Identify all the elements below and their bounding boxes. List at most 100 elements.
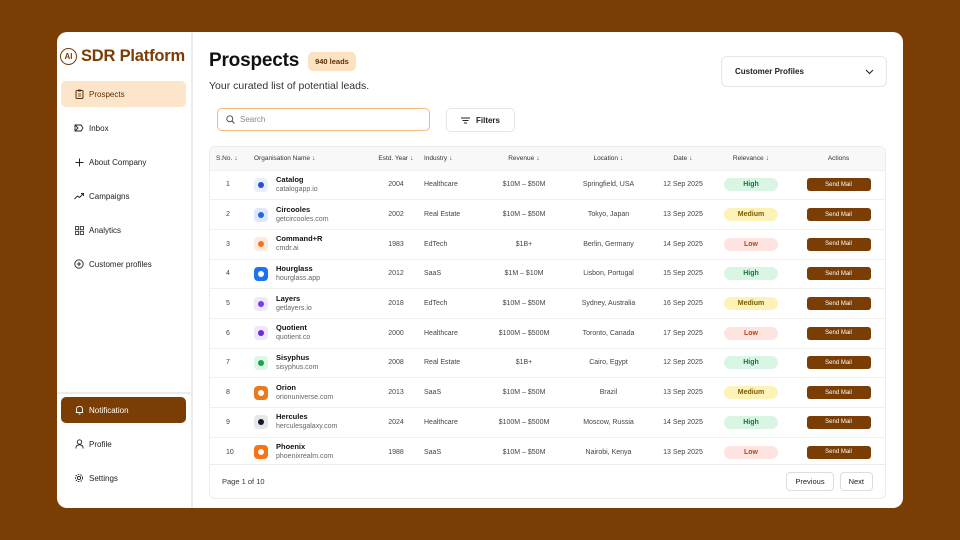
- relevance-badge: High: [724, 267, 778, 281]
- cell-actions: Send Mail: [790, 289, 885, 319]
- prospects-table-card: S.No. ↓ Organisation Name ↓ Estd. Year ↓ In…: [209, 146, 886, 499]
- cell-sno: 3: [226, 240, 230, 248]
- customer-profiles-select-value: Customer Profiles: [735, 67, 804, 76]
- cell-date: 16 Sep 2025: [663, 300, 703, 308]
- cell-industry: Real Estate: [424, 359, 461, 367]
- table-row[interactable]: 4 Hourglass hourglass.app 2012 SaaS $1M – $10…: [210, 259, 885, 289]
- sidebar-item-label: Customer profiles: [89, 259, 152, 269]
- organisation-domain: herculesgalaxy.com: [276, 423, 338, 431]
- send-mail-button[interactable]: Send Mail: [806, 178, 871, 192]
- column-header-label: Relevance: [732, 154, 764, 162]
- table-row[interactable]: 10 Phoenix phoenixrealm.com 1988 SaaS $10M – …: [210, 437, 885, 467]
- column-header-industry[interactable]: Industry ↓: [424, 147, 485, 170]
- table-row[interactable]: 7 Sisyphus sisyphus.com 2008 Real Estate $1B+…: [210, 348, 885, 378]
- cell-industry: EdTech: [424, 300, 448, 308]
- column-header-sno[interactable]: S.No. ↓: [210, 147, 254, 170]
- organisation-domain: quotient.co: [276, 334, 311, 342]
- cell-organisation: Hercules herculesgalaxy.com: [254, 408, 368, 438]
- sidebar-item-campaigns[interactable]: Campaigns: [61, 183, 186, 209]
- cell-year: 1983: [388, 240, 404, 248]
- cell-date: 13 Sep 2025: [663, 389, 703, 397]
- next-page-button[interactable]: Next: [839, 472, 873, 491]
- filters-button[interactable]: Filters: [446, 108, 515, 132]
- cell-industry: Healthcare: [424, 329, 458, 337]
- organisation-domain: getlayers.io: [276, 304, 312, 312]
- organisation-domain: phoenixrealm.com: [276, 453, 334, 461]
- inbox-icon: [74, 123, 84, 133]
- send-mail-button[interactable]: Send Mail: [806, 356, 871, 370]
- sidebar-item-notification[interactable]: Notification: [61, 397, 186, 423]
- send-mail-button[interactable]: Send Mail: [806, 208, 871, 222]
- relevance-badge: High: [724, 415, 778, 429]
- gear-icon: [74, 473, 84, 483]
- sidebar-nav: Prospects Inbox About Company Campaigns: [57, 81, 191, 277]
- cell-revenue: $1M – $10M: [504, 270, 544, 278]
- send-mail-button[interactable]: Send Mail: [806, 326, 871, 340]
- sidebar-item-analytics[interactable]: Analytics: [61, 217, 186, 243]
- column-header-location[interactable]: Location ↓: [563, 147, 654, 170]
- column-header-date[interactable]: Date ↓: [654, 147, 712, 170]
- column-header-year[interactable]: Estd. Year ↓: [368, 147, 424, 170]
- send-mail-button[interactable]: Send Mail: [806, 237, 871, 251]
- send-mail-button[interactable]: Send Mail: [806, 415, 871, 429]
- cell-relevance: High: [712, 348, 790, 378]
- cell-organisation: Command+R cmdr.ai: [254, 229, 368, 259]
- cell-revenue: $10M – $50M: [502, 448, 546, 456]
- column-header-organisation[interactable]: Organisation Name ↓: [254, 147, 368, 170]
- table-row[interactable]: 3 Command+R cmdr.ai 1983 EdTech $1B+ Berlin, G…: [210, 229, 885, 259]
- title-row: Prospects 940 leads: [209, 50, 356, 72]
- customer-profiles-select[interactable]: Customer Profiles: [721, 56, 887, 87]
- sidebar-item-settings[interactable]: Settings: [61, 465, 186, 491]
- grid-icon: [74, 225, 84, 235]
- column-header-revenue[interactable]: Revenue ↓: [485, 147, 563, 170]
- prospects-table: S.No. ↓ Organisation Name ↓ Estd. Year ↓ In…: [210, 147, 885, 467]
- relevance-badge: High: [724, 178, 778, 192]
- sort-arrow-icon: ↓: [536, 154, 540, 162]
- cell-industry: SaaS: [424, 448, 442, 456]
- cell-actions: Send Mail: [790, 259, 885, 289]
- cell-organisation: Circooles getcircooles.com: [254, 200, 368, 230]
- column-header-relevance[interactable]: Relevance ↓: [712, 147, 790, 170]
- cell-location: Lisbon, Portugal: [583, 270, 634, 278]
- sidebar-item-label: Profile: [89, 439, 112, 449]
- search-input[interactable]: [240, 115, 410, 124]
- relevance-badge: Medium: [724, 386, 778, 400]
- cell-actions: Send Mail: [790, 378, 885, 408]
- cell-revenue: $10M – $50M: [502, 389, 546, 397]
- cell-sno: 8: [226, 389, 230, 397]
- trend-icon: [74, 191, 84, 201]
- table-row[interactable]: 8 Orion orionuniverse.com 2013 SaaS $10M – $5…: [210, 377, 885, 408]
- column-header-label: Organisation Name: [254, 154, 310, 162]
- send-mail-button[interactable]: Send Mail: [806, 267, 871, 281]
- cell-revenue: $1B+: [515, 359, 533, 367]
- organisation-logo-icon: [254, 445, 268, 460]
- organisation-domain: cmdr.ai: [276, 245, 299, 253]
- cell-location: Cairo, Egypt: [589, 359, 628, 367]
- cell-sno: 4: [226, 270, 230, 278]
- app-window: AI SDR Platform Prospects Inbox About: [57, 32, 903, 508]
- send-mail-button[interactable]: Send Mail: [806, 445, 871, 459]
- column-header-label: Revenue: [508, 154, 535, 162]
- table-row[interactable]: 6 Quotient quotient.co 2000 Healthcare $100M …: [210, 318, 885, 348]
- cell-industry: SaaS: [424, 389, 442, 397]
- sidebar-item-about-company[interactable]: About Company: [61, 149, 186, 175]
- search-box[interactable]: [217, 108, 430, 131]
- pager: Previous Next: [786, 472, 873, 491]
- table-row[interactable]: 2 Circooles getcircooles.com 2002 Real Estat…: [210, 199, 885, 230]
- table-row[interactable]: 5 Layers getlayers.io 2018 EdTech $10M – $50M…: [210, 288, 885, 319]
- previous-page-button[interactable]: Previous: [786, 472, 834, 491]
- bell-icon: [74, 405, 84, 415]
- sidebar-item-prospects[interactable]: Prospects: [61, 81, 186, 107]
- cell-industry: Real Estate: [424, 211, 461, 219]
- table-row[interactable]: 9 Hercules herculesgalaxy.com 2024 Healthcar…: [210, 407, 885, 438]
- sidebar-item-customer-profiles[interactable]: Customer profiles: [61, 251, 186, 277]
- cell-organisation: Phoenix phoenixrealm.com: [254, 437, 368, 467]
- send-mail-button[interactable]: Send Mail: [806, 297, 871, 311]
- cell-location: Tokyo, Japan: [587, 211, 630, 219]
- sidebar-item-inbox[interactable]: Inbox: [61, 115, 186, 141]
- table-row[interactable]: 1 Catalog catalogapp.io 2004 Healthcare $10M …: [210, 170, 885, 200]
- cell-sno: 2: [226, 211, 230, 219]
- cell-sno: 5: [226, 300, 230, 308]
- sidebar-item-profile[interactable]: Profile: [61, 431, 186, 457]
- send-mail-button[interactable]: Send Mail: [806, 386, 871, 400]
